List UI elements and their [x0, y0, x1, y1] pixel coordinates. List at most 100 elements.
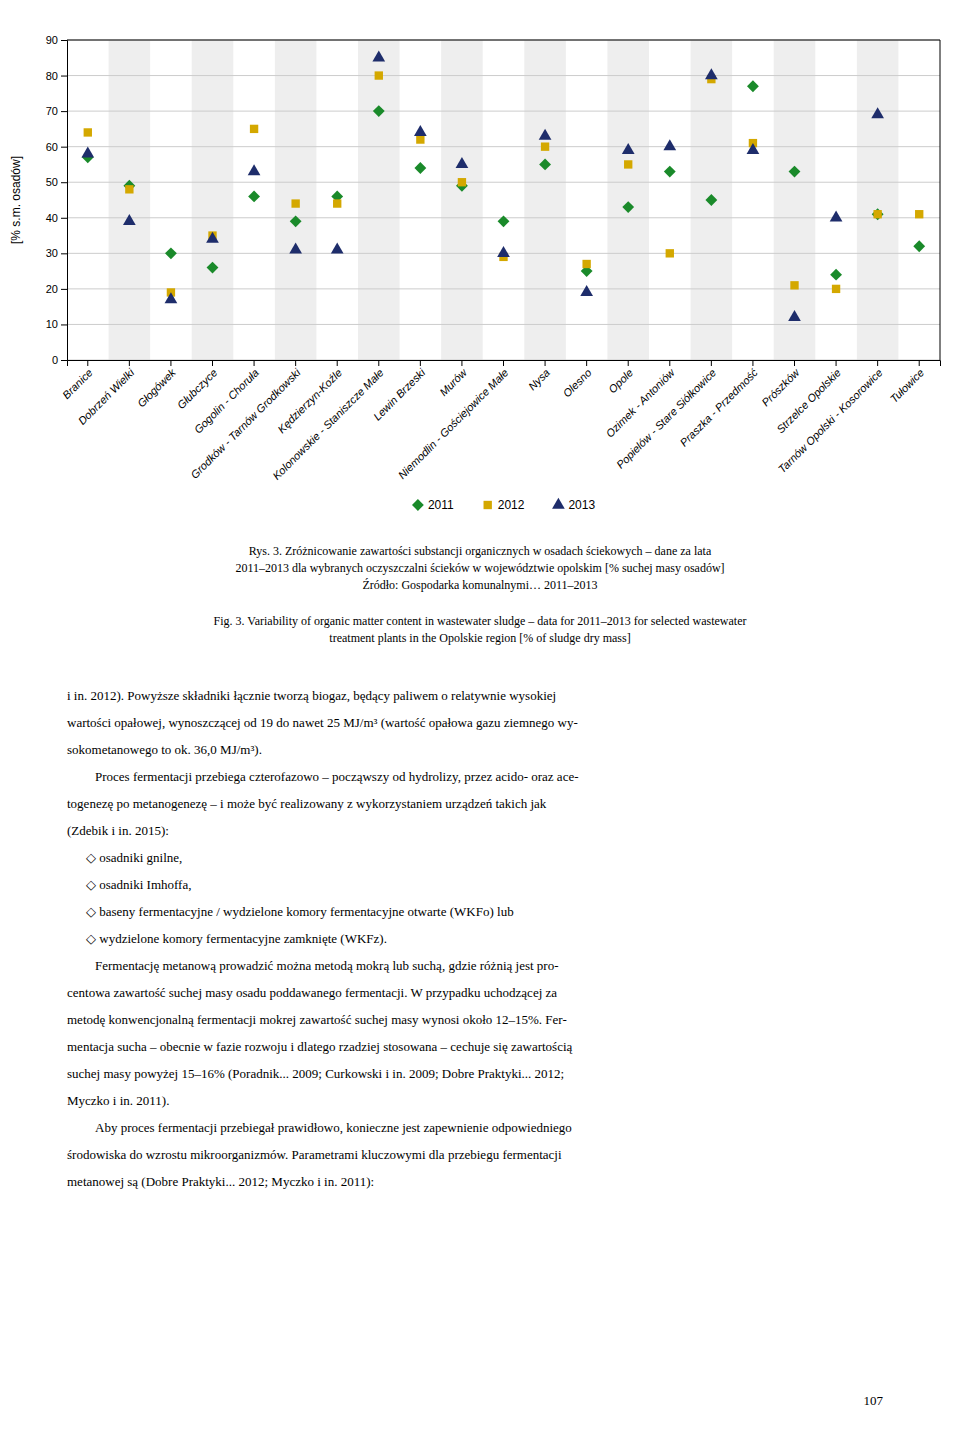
point [123, 214, 136, 225]
point [582, 260, 590, 268]
y-axis: 0102030405060708090 [46, 34, 68, 366]
point [458, 178, 466, 186]
x-tick: Branice [60, 360, 95, 401]
x-tick: Lewin Brzeski [371, 360, 428, 423]
y-tick-label: 40 [46, 212, 58, 224]
point [290, 215, 302, 227]
point [331, 242, 344, 253]
point [705, 68, 718, 79]
y-tick: 10 [46, 318, 67, 330]
x-tick-label: Niemodlin - Gościejowice Małe [396, 366, 511, 481]
x-tick-label: Branice [60, 366, 95, 401]
grid-line [67, 40, 940, 41]
grid-line [67, 111, 940, 112]
y-tick-label: 0 [52, 354, 58, 366]
point [873, 210, 881, 218]
point [790, 281, 798, 289]
stripe [691, 40, 733, 360]
body-list-item: ◇ osadniki Imhoffa, [86, 877, 191, 892]
point [872, 208, 884, 220]
caption: 2011–2013 dla wybranych oczyszczalni ści… [235, 561, 724, 575]
legend-item: 2011 [412, 498, 454, 512]
x-tick: Tarnów Opolski - Kosorowice [776, 360, 885, 475]
point [81, 146, 94, 157]
caption: Rys. 3. Zróżnicowanie zawartości substan… [249, 544, 712, 558]
captions: Rys. 3. Zróżnicowanie zawartości substan… [214, 544, 747, 645]
point [580, 285, 593, 296]
body-line: i in. 2012). Powyższe składniki łącznie … [67, 688, 556, 703]
legend-item: 2012 [484, 498, 525, 512]
tick-mark [503, 360, 504, 366]
point [456, 157, 469, 168]
legend-label: 2011 [428, 498, 454, 512]
x-tick: Głogówek [135, 360, 178, 409]
y-tick: 90 [46, 34, 67, 46]
tick-mark [61, 111, 67, 112]
point [539, 129, 552, 140]
stripe [109, 40, 151, 360]
point [207, 262, 219, 274]
point [832, 285, 840, 293]
point [125, 185, 133, 193]
stripe [358, 40, 400, 360]
stripe [524, 40, 566, 360]
point [913, 240, 925, 252]
series [81, 50, 884, 321]
x-tick-label: Olesno [561, 366, 594, 399]
point [747, 80, 759, 92]
body-line: wartości opałowej, wynoszczącej od 19 do… [67, 715, 578, 730]
point [373, 105, 385, 117]
x-tick-label: Głubczyce [175, 366, 220, 411]
caption: treatment plants in the Opolskie region … [329, 631, 630, 645]
body-line: Myczko i in. 2011). [67, 1093, 169, 1108]
body-line: Aby proces fermentacji przebiegał prawid… [95, 1120, 572, 1135]
point [915, 210, 923, 218]
legend: 2011 2012 2013 [412, 498, 595, 513]
point [871, 107, 884, 118]
y-tick-label: 60 [46, 141, 58, 153]
caption: Źródło: Gospodarka komunalnymi… 2011–201… [362, 578, 597, 592]
x-tick-label: Ozimek - Antoniów [603, 366, 677, 440]
stripe [192, 40, 234, 360]
x-tick-label: Nysa [526, 366, 552, 392]
series [82, 80, 925, 280]
point [497, 246, 510, 257]
point [624, 160, 632, 168]
body-line: togenezę po metanogenezę – i może być re… [67, 796, 547, 811]
point [206, 232, 219, 243]
point [830, 269, 842, 281]
point [416, 135, 424, 143]
legend-label: 2013 [568, 498, 595, 512]
tick-mark [254, 360, 255, 366]
stripe [275, 40, 317, 360]
stripe [857, 40, 899, 360]
tick-mark [836, 360, 837, 366]
y-tick: 80 [46, 70, 67, 82]
grid-line [67, 324, 940, 325]
body-line: mentacja sucha – obecnie w fazie rozwoju… [67, 1039, 573, 1054]
body-line: Fermentację metanową prowadzić można met… [95, 958, 559, 973]
legend-label: 2012 [498, 498, 525, 512]
body-line: suchej masy powyżej 15–16% (Poradnik... … [67, 1066, 564, 1081]
point [622, 143, 635, 154]
point [414, 125, 427, 136]
x-tick: Tułowice [888, 360, 927, 405]
point [289, 242, 302, 253]
point [830, 210, 843, 221]
body-line: sokometanowego to ok. 36,0 MJ/m³). [67, 742, 262, 757]
tick-mark [794, 360, 795, 366]
stripe [607, 40, 649, 360]
tick-mark [919, 360, 920, 366]
body-list-item: ◇ osadniki gnilne, [86, 850, 182, 865]
legend-symbol [552, 498, 565, 509]
tick-mark [545, 360, 546, 366]
x-tick: Dobrzeń Wielki [76, 360, 137, 427]
point [165, 247, 177, 259]
grid-line [67, 146, 940, 147]
tick-mark [61, 147, 67, 148]
tick-mark [378, 360, 379, 366]
stripe [774, 40, 816, 360]
y-tick-label: 70 [46, 105, 58, 117]
x-tick-label: Murów [437, 366, 470, 399]
x-tick-label: Prószków [759, 366, 802, 409]
